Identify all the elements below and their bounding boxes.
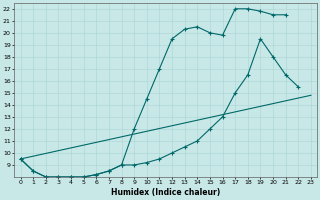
X-axis label: Humidex (Indice chaleur): Humidex (Indice chaleur) xyxy=(111,188,220,197)
